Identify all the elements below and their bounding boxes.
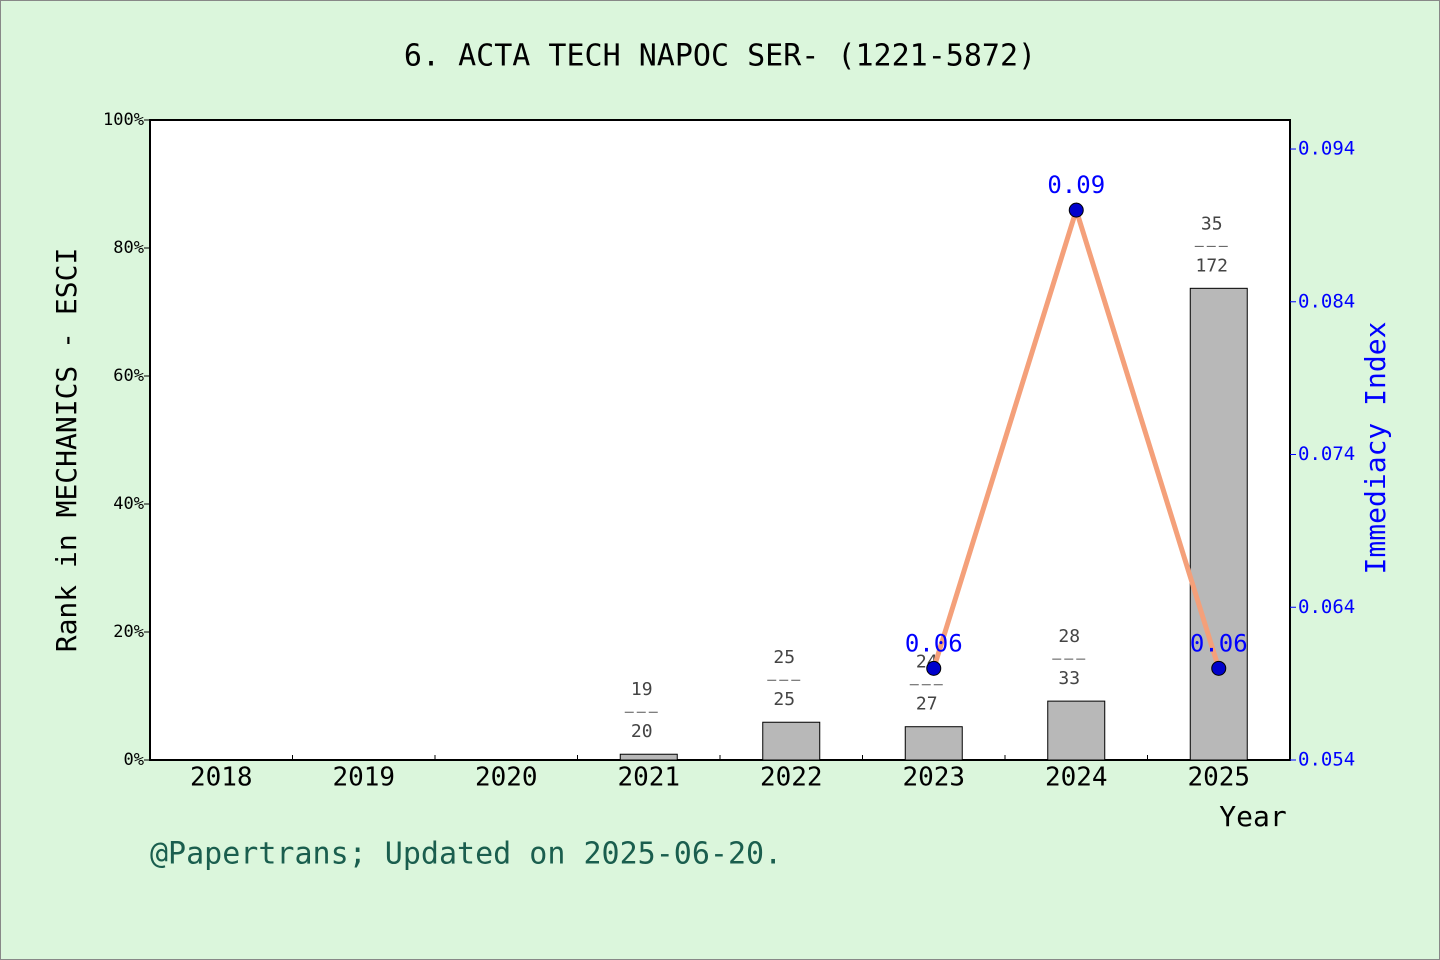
x-tick-label: 2020 bbox=[475, 763, 538, 793]
rank-label: 19 bbox=[631, 679, 653, 700]
y-tick-label: 40% bbox=[113, 494, 144, 514]
value-label: 0.06 bbox=[1190, 629, 1248, 657]
y2-tick-label: 0.084 bbox=[1298, 290, 1355, 312]
x-tick-label: 2022 bbox=[760, 763, 823, 793]
rank-label: 25 bbox=[773, 647, 795, 668]
y-axis-label: Rank in MECHANICS - ESCI bbox=[50, 248, 83, 653]
x-tick-label: 2019 bbox=[332, 763, 395, 793]
rank-label: 35 bbox=[1201, 213, 1223, 234]
x-tick-label: 2023 bbox=[902, 763, 965, 793]
x-tick-label: 2021 bbox=[617, 763, 680, 793]
x-tick-label: 2018 bbox=[190, 763, 253, 793]
y2-tick-label: 0.074 bbox=[1298, 443, 1355, 465]
y-tick-label: 100% bbox=[103, 110, 144, 130]
y-tick-label: 80% bbox=[113, 238, 144, 258]
marker bbox=[1211, 660, 1227, 676]
bar bbox=[1047, 700, 1106, 761]
rank-label: 33 bbox=[1058, 668, 1080, 689]
y-tick-label: 60% bbox=[113, 366, 144, 386]
plot-area bbox=[149, 119, 1291, 761]
footer: @Papertrans; Updated on 2025-06-20. bbox=[150, 837, 782, 872]
rank-label: 172 bbox=[1195, 255, 1228, 276]
rank-label: 28 bbox=[1058, 626, 1080, 647]
marker bbox=[926, 660, 942, 676]
x-tick-label: 2025 bbox=[1187, 763, 1250, 793]
value-label: 0.06 bbox=[905, 629, 963, 657]
rank-label: 20 bbox=[631, 721, 653, 742]
rank-label: 27 bbox=[916, 694, 938, 715]
bar bbox=[904, 726, 963, 761]
y2-tick-label: 0.094 bbox=[1298, 138, 1355, 160]
bar bbox=[1189, 287, 1248, 761]
y-tick-label: 20% bbox=[113, 622, 144, 642]
marker bbox=[1068, 202, 1084, 218]
rank-label: 25 bbox=[773, 689, 795, 710]
x-axis-label: Year bbox=[1219, 800, 1286, 833]
y2-axis-label: Immediacy Index bbox=[1359, 322, 1392, 575]
chart-title: 6. ACTA TECH NAPOC SER- (1221-5872) bbox=[404, 39, 1036, 74]
bar bbox=[762, 721, 821, 761]
x-tick-label: 2024 bbox=[1045, 763, 1108, 793]
bar bbox=[619, 753, 678, 761]
y2-tick-label: 0.064 bbox=[1298, 596, 1355, 618]
value-label: 0.09 bbox=[1047, 171, 1105, 199]
y-tick-label: 0% bbox=[124, 750, 144, 770]
y2-tick-label: 0.054 bbox=[1298, 749, 1355, 771]
